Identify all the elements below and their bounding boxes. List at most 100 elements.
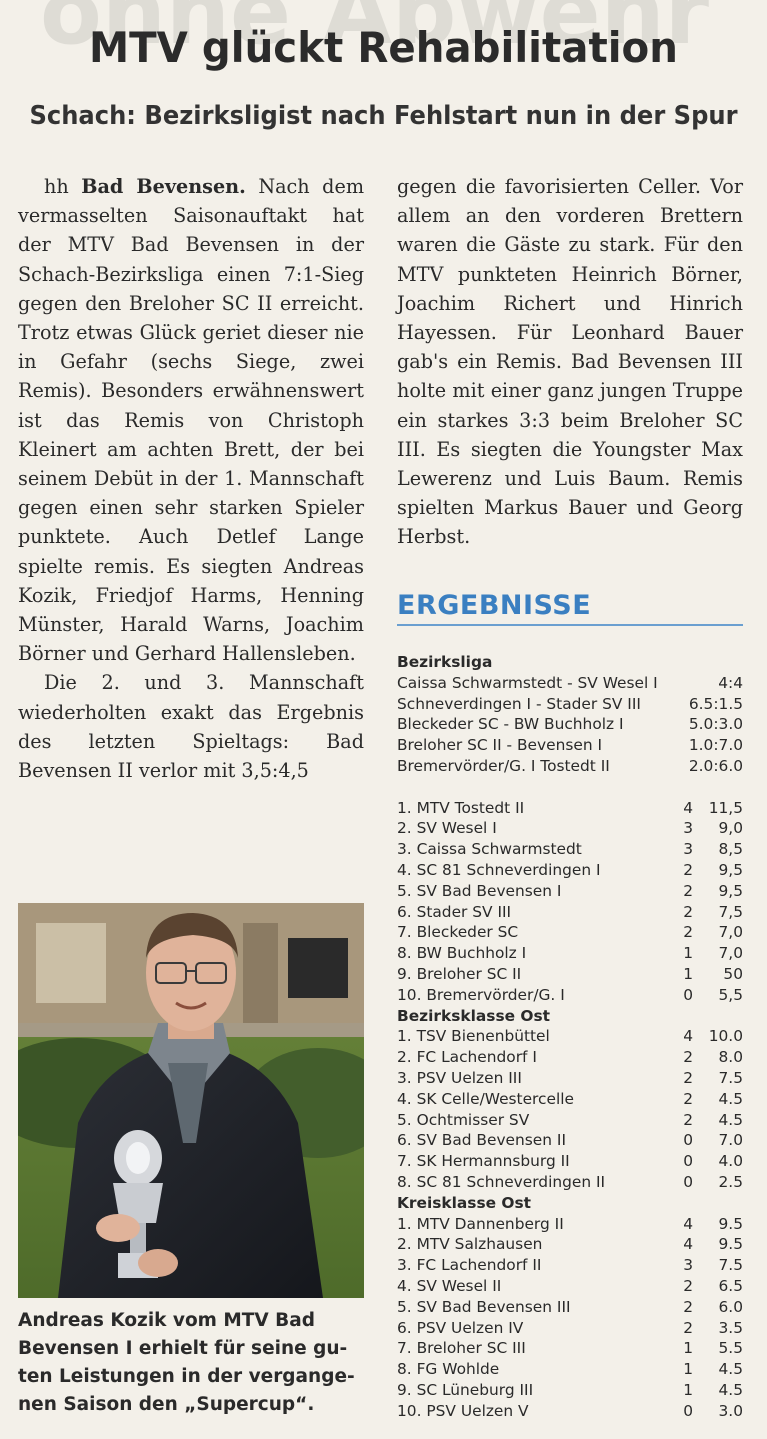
team-points: 2 [683, 1297, 693, 1316]
photo-caption: Andreas Kozik vom MTV Bad Bevensen I erh… [18, 1307, 364, 1419]
standings-row: 1. TSV Bienenbüttel 4 10.0 [397, 1026, 743, 1047]
team-name: 1. TSV Bienenbüttel [397, 1027, 550, 1046]
kreisklasse-table: 1. MTV Dannenberg II 4 9.5 2. MTV Salzhause… [397, 1214, 743, 1422]
article-right-column: gegen die favorisierten Celler. Vor alle… [397, 172, 743, 552]
photo-andreas-kozik [18, 903, 364, 1298]
results-divider [397, 624, 743, 626]
team-score: 6.0 [718, 1297, 743, 1316]
team-points: 0 [683, 985, 693, 1004]
team-name: 5. SV Bad Bevensen III [397, 1297, 571, 1316]
team-score: 5.5 [718, 1339, 743, 1358]
team-name: 3. PSV Uelzen III [397, 1068, 522, 1087]
article-paragraph-1: hh Bad Bevensen. Nach dem vermasselten S… [18, 172, 364, 668]
subheadline: Schach: Bezirksligist nach Fehlstart nun… [29, 101, 738, 131]
team-points: 0 [683, 1131, 693, 1150]
team-score: 3.0 [718, 1401, 743, 1420]
standings-row: 2. FC Lachendorf I 2 8.0 [397, 1047, 743, 1068]
team-points: 2 [683, 1276, 693, 1295]
team-points: 2 [683, 860, 693, 879]
paragraph-2-continued-text: gegen die favorisierten Celler. Vor alle… [397, 175, 743, 549]
standings-row: 9. Breloher SC II 1 50 [397, 964, 743, 985]
team-points: 1 [683, 1360, 693, 1379]
team-name: 7. Bleckeder SC [397, 923, 519, 942]
article-paragraph-2-continued: gegen die favorisierten Celler. Vor alle… [397, 172, 743, 552]
match-row: Caissa Schwarmstedt - SV Wesel I 4:4 [397, 673, 743, 694]
match-pairing: Bremervörder/G. I Tostedt II [397, 756, 610, 775]
team-name: 8. BW Buchholz I [397, 944, 527, 963]
standings-row: 6. SV Bad Bevensen II 0 7.0 [397, 1130, 743, 1151]
standings-row: 3. FC Lachendorf II 3 7.5 [397, 1255, 743, 1276]
caption-line: Andreas Kozik vom MTV Bad [18, 1310, 316, 1331]
team-name: 2. MTV Salzhausen [397, 1235, 543, 1254]
team-score: 4.5 [718, 1110, 743, 1129]
team-score: 8.0 [718, 1048, 743, 1067]
team-score: 7.5 [718, 1256, 743, 1275]
team-score: 4.5 [718, 1380, 743, 1399]
standings-row: 8. SC 81 Schneverdingen II 0 2.5 [397, 1172, 743, 1193]
team-points: 3 [683, 840, 693, 859]
bezirksliga-table: 1. MTV Tostedt II 4 11,5 2. SV Wesel I 3 9,0 3… [397, 798, 743, 1006]
team-score: 7.0 [718, 1131, 743, 1150]
team-points: 2 [683, 923, 693, 942]
match-pairing: Bleckeder SC - BW Buchholz I [397, 715, 624, 734]
team-points: 2 [683, 1110, 693, 1129]
standings-row: 8. BW Buchholz I 1 7,0 [397, 943, 743, 964]
match-score: 2.0:6.0 [688, 756, 743, 775]
team-score: 7,5 [718, 902, 743, 921]
match-pairing: Schneverdingen I - Stader SV III [397, 694, 641, 713]
team-score: 2.5 [718, 1172, 743, 1191]
match-score: 4:4 [718, 673, 743, 692]
team-name: 7. Breloher SC III [397, 1339, 526, 1358]
team-score: 10.0 [708, 1027, 743, 1046]
team-name: 10. PSV Uelzen V [397, 1401, 529, 1420]
team-points: 2 [683, 881, 693, 900]
standings-row: 7. Bleckeder SC 2 7,0 [397, 922, 743, 943]
team-name: 1. MTV Tostedt II [397, 798, 525, 817]
match-pairing: Caissa Schwarmstedt - SV Wesel I [397, 673, 658, 692]
standings-row: 1. MTV Tostedt II 4 11,5 [397, 798, 743, 819]
team-score: 9,0 [718, 819, 743, 838]
standings-row: 2. SV Wesel I 3 9,0 [397, 818, 743, 839]
team-points: 3 [683, 819, 693, 838]
team-name: 8. SC 81 Schneverdingen II [397, 1172, 606, 1191]
caption-line: nen Saison den „Supercup“. [18, 1394, 315, 1415]
team-score: 9,5 [718, 860, 743, 879]
standings-row: 6. Stader SV III 2 7,5 [397, 902, 743, 923]
bezirksklasse-table: 1. TSV Bienenbüttel 4 10.0 2. FC Lachendorf… [397, 1026, 743, 1192]
team-name: 2. FC Lachendorf I [397, 1048, 537, 1067]
team-points: 1 [683, 944, 693, 963]
team-name: 10. Bremervörder/G. I [397, 985, 565, 1004]
team-points: 2 [683, 902, 693, 921]
team-points: 0 [683, 1172, 693, 1191]
team-name: 4. SC 81 Schneverdingen I [397, 860, 601, 879]
team-name: 3. Caissa Schwarmstedt [397, 840, 582, 859]
standings-row: 4. SV Wesel II 2 6.5 [397, 1276, 743, 1297]
section-title-kreisklasse: Kreisklasse Ost [397, 1193, 532, 1212]
standings-row: 4. SK Celle/Westercelle 2 4.5 [397, 1089, 743, 1110]
team-name: 9. Breloher SC II [397, 964, 522, 983]
team-score: 7,0 [718, 944, 743, 963]
article-paragraph-2: Die 2. und 3. Mannschaft wiederholten ex… [18, 668, 364, 785]
paragraph-2-text: Die 2. und 3. Mannschaft wiederholten ex… [18, 671, 364, 783]
standings-row: 7. SK Hermannsburg II 0 4.0 [397, 1151, 743, 1172]
standings-row: 3. PSV Uelzen III 2 7.5 [397, 1068, 743, 1089]
results-heading: ERGEBNISSE [397, 590, 592, 621]
caption-line: ten Leistungen in der vergange- [18, 1366, 355, 1387]
standings-row: 3. Caissa Schwarmstedt 3 8,5 [397, 839, 743, 860]
match-row: Bleckeder SC - BW Buchholz I 5.0:3.0 [397, 714, 743, 735]
match-row: Breloher SC II - Bevensen I 1.0:7.0 [397, 735, 743, 756]
caption-line: Bevensen I erhielt für seine gu- [18, 1338, 348, 1359]
match-row: Schneverdingen I - Stader SV III 6.5:1.5 [397, 694, 743, 715]
team-score: 9.5 [718, 1235, 743, 1254]
bezirksliga-matches: Caissa Schwarmstedt - SV Wesel I 4:4 Schne… [397, 673, 743, 777]
results-box: Bezirksliga Caissa Schwarmstedt - SV Wes… [397, 652, 743, 1421]
trophy-icon [113, 1130, 163, 1278]
section-title-bezirksklasse: Bezirksklasse Ost [397, 1006, 551, 1025]
team-points: 1 [683, 1380, 693, 1399]
team-points: 1 [683, 964, 693, 983]
standings-row: 5. Ochtmisser SV 2 4.5 [397, 1110, 743, 1131]
team-name: 7. SK Hermannsburg II [397, 1152, 570, 1171]
headline: MTV glückt Rehabilitation [89, 23, 678, 72]
standings-row: 5. SV Bad Bevensen III 2 6.0 [397, 1297, 743, 1318]
standings-row: 9. SC Lüneburg III 1 4.5 [397, 1380, 743, 1401]
